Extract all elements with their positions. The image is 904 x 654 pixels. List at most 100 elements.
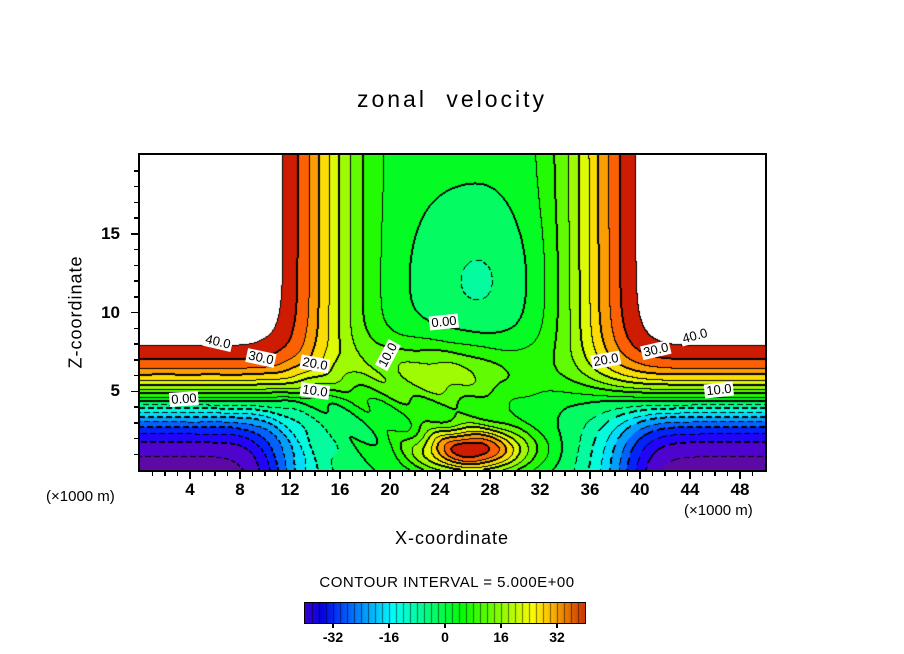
x-minor-tick bbox=[514, 472, 516, 476]
x-major-tick bbox=[439, 472, 441, 479]
x-minor-tick bbox=[301, 472, 304, 476]
x-tick-label: 16 bbox=[330, 480, 350, 499]
x-axis-unit-left: (×1000 m) bbox=[46, 488, 115, 505]
x-major-tick bbox=[339, 472, 341, 479]
x-minor-tick bbox=[326, 472, 329, 476]
x-minor-tick bbox=[614, 472, 616, 476]
contour-value-label: 20.0 bbox=[299, 354, 331, 374]
x-major-tick bbox=[289, 472, 291, 479]
x-major-tick bbox=[739, 472, 741, 479]
colorbar-tick-label: -32 bbox=[322, 629, 344, 645]
x-major-tick bbox=[489, 472, 491, 479]
x-minor-tick bbox=[501, 472, 504, 476]
plot-area: 40.0 30.0 20.0 10.0 0.00 10.0 0.00 20.0 30.0 40.0… bbox=[138, 153, 767, 472]
x-major-tick bbox=[239, 472, 241, 479]
colorbar-tick bbox=[444, 623, 446, 628]
colorbar-tick-labels: -32 -16 0 16 32 bbox=[305, 629, 585, 647]
x-minor-tick bbox=[414, 472, 416, 476]
y-tick-label: 10 bbox=[101, 302, 120, 322]
x-tick-label: 20 bbox=[380, 480, 400, 499]
x-tick-label: 12 bbox=[280, 480, 300, 499]
colorbar-tick bbox=[500, 623, 502, 628]
x-minor-tick bbox=[251, 472, 254, 476]
x-major-tick bbox=[589, 472, 591, 479]
x-minor-tick bbox=[701, 472, 704, 476]
x-minor-tick bbox=[351, 472, 354, 476]
x-minor-tick bbox=[401, 472, 404, 476]
y-tick-labels: 5 10 15 bbox=[88, 155, 130, 470]
x-minor-tick bbox=[576, 472, 579, 476]
x-tick-label: 8 bbox=[235, 480, 245, 499]
x-minor-tick bbox=[164, 472, 166, 476]
x-tick-label: 4 bbox=[185, 480, 195, 499]
x-tick-label: 28 bbox=[480, 480, 500, 499]
x-minor-tick bbox=[714, 472, 716, 476]
x-minor-tick bbox=[451, 472, 454, 476]
x-minor-tick bbox=[726, 472, 729, 476]
y-axis-label: Z-coordinate bbox=[65, 255, 86, 369]
colorbar-tick-marks bbox=[305, 623, 585, 629]
contour-labels-layer: 40.0 30.0 20.0 10.0 0.00 10.0 0.00 20.0 30.0 40.0… bbox=[140, 155, 765, 470]
x-major-tick bbox=[639, 472, 641, 479]
colorbar-tick-label: 16 bbox=[493, 629, 509, 645]
x-tick-label: 36 bbox=[580, 480, 600, 499]
x-tick-labels: 4 8 12 16 20 24 28 32 36 40 44 48 bbox=[140, 480, 765, 500]
x-minor-tick bbox=[201, 472, 204, 476]
x-axis-unit-right: (×1000 m) bbox=[684, 502, 753, 519]
x-minor-tick bbox=[426, 472, 429, 476]
y-major-tick bbox=[131, 311, 138, 314]
colorbar-tick-label: 32 bbox=[549, 629, 565, 645]
y-major-tick bbox=[131, 390, 138, 392]
chart-title: zonal velocity bbox=[356, 86, 548, 112]
colorbar-tick-label: 0 bbox=[441, 629, 449, 645]
x-minor-tick bbox=[464, 472, 466, 476]
contour-value-label: 40.0 bbox=[679, 325, 711, 347]
x-tick-label: 32 bbox=[530, 480, 550, 499]
contour-value-label: 30.0 bbox=[245, 347, 278, 369]
x-minor-tick bbox=[564, 472, 566, 476]
contour-value-label: 10.0 bbox=[374, 338, 401, 372]
colorbar-tick bbox=[388, 623, 390, 628]
x-minor-tick bbox=[551, 472, 554, 476]
x-minor-tick bbox=[264, 472, 266, 476]
contour-interval-label: CONTOUR INTERVAL = 5.000E+00 bbox=[319, 574, 575, 591]
colorbar-tick bbox=[556, 623, 558, 628]
colorbar-canvas bbox=[305, 603, 585, 623]
colorbar-tick bbox=[332, 623, 334, 628]
x-minor-tick bbox=[151, 472, 154, 476]
contour-value-label: 0.00 bbox=[168, 390, 199, 408]
x-minor-tick bbox=[226, 472, 229, 476]
x-minor-tick bbox=[476, 472, 479, 476]
y-tick-label: 5 bbox=[110, 381, 120, 401]
contour-value-label: 20.0 bbox=[590, 349, 622, 370]
colorbar-tick-label: -16 bbox=[378, 629, 400, 645]
y-tick-label: 15 bbox=[101, 223, 120, 243]
x-minor-tick bbox=[314, 472, 316, 476]
contour-value-label: 10.0 bbox=[299, 381, 331, 401]
x-minor-tick bbox=[651, 472, 654, 476]
contour-value-label: 10.0 bbox=[703, 381, 735, 399]
x-tick-label: 40 bbox=[630, 480, 650, 499]
x-minor-tick bbox=[626, 472, 629, 476]
x-minor-tick bbox=[376, 472, 379, 476]
x-minor-tick bbox=[601, 472, 604, 476]
contour-value-label: 40.0 bbox=[201, 331, 234, 353]
contour-field-canvas bbox=[140, 155, 765, 470]
x-minor-tick bbox=[676, 472, 679, 476]
colorbar bbox=[304, 602, 586, 624]
x-major-tick bbox=[539, 472, 541, 479]
x-tick-label: 44 bbox=[680, 480, 700, 499]
x-major-tick bbox=[689, 472, 691, 479]
x-minor-tick bbox=[526, 472, 529, 476]
x-major-tick bbox=[389, 472, 391, 479]
x-minor-tick bbox=[364, 472, 366, 476]
x-minor-tick bbox=[664, 472, 666, 476]
contour-value-label: 30.0 bbox=[640, 339, 673, 361]
x-minor-tick bbox=[214, 472, 216, 476]
x-major-tick bbox=[189, 472, 191, 479]
x-minor-tick bbox=[276, 472, 279, 476]
x-minor-tick bbox=[176, 472, 179, 476]
x-minor-tick bbox=[751, 472, 754, 476]
x-tick-label: 48 bbox=[730, 480, 750, 499]
